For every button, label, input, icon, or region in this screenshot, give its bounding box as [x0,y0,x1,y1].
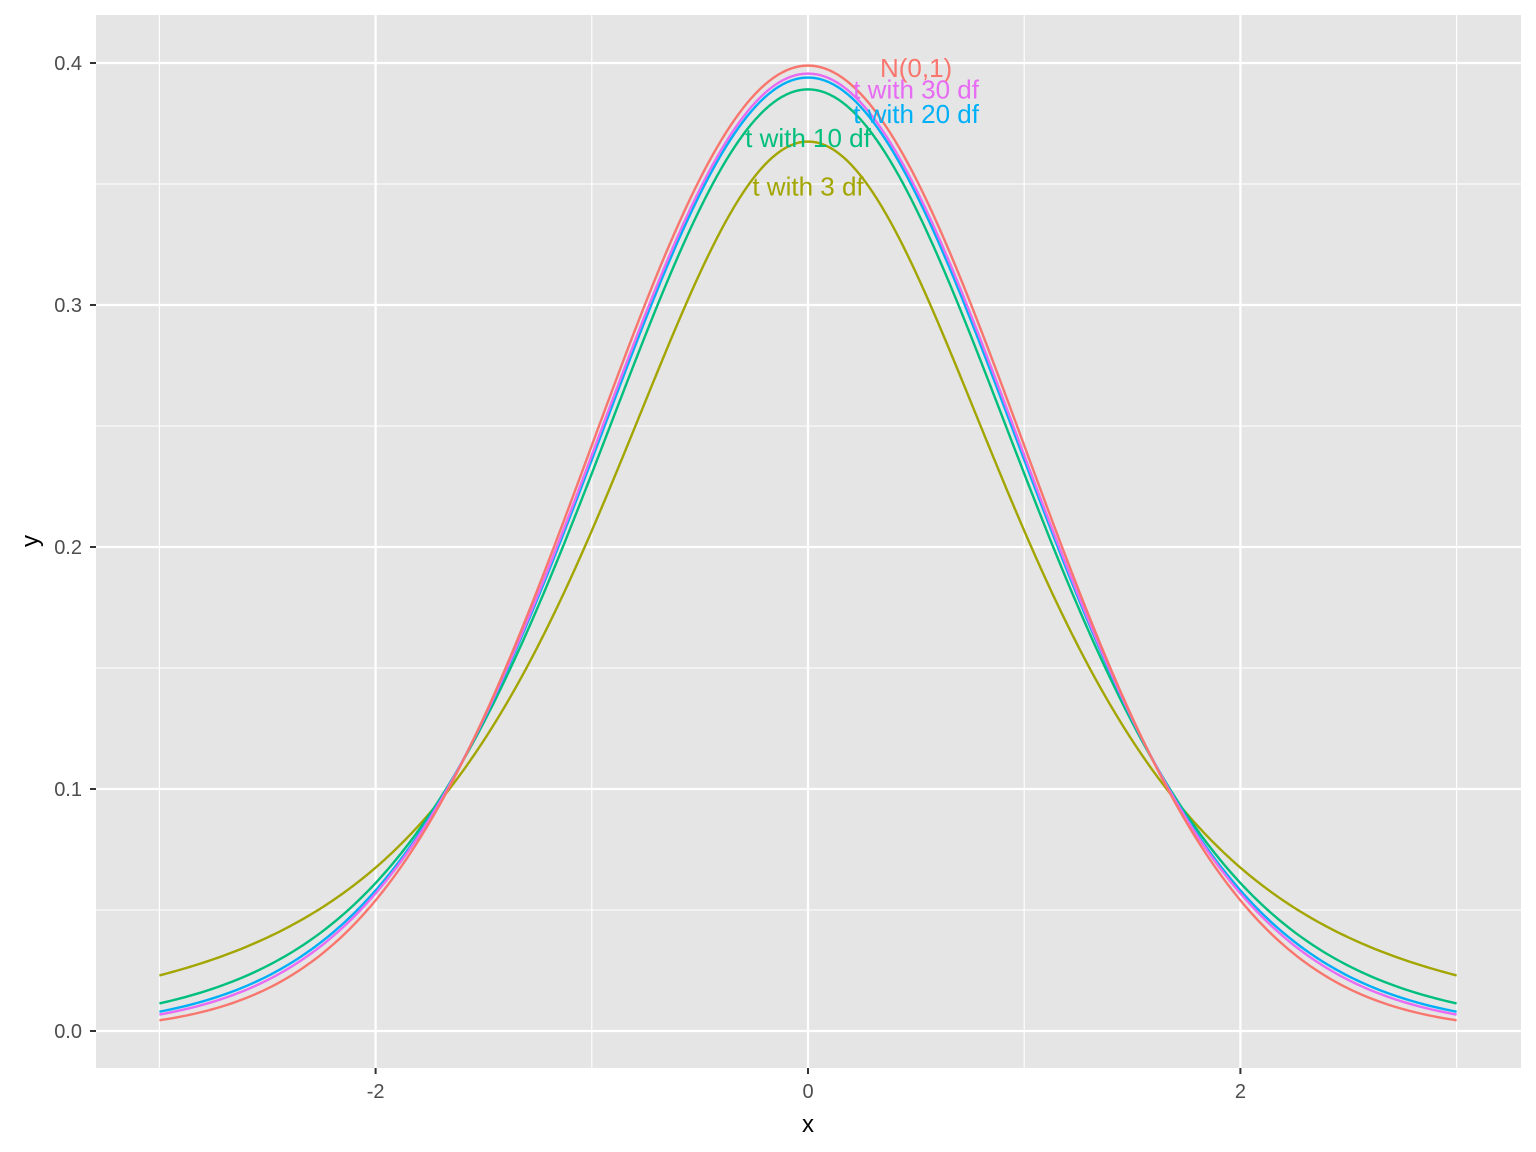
y-tick-label: 0.3 [54,295,82,317]
curve-t3 [159,140,1457,977]
y-axis-title: y [17,535,44,547]
curve-labels: N(0,1)t with 30 dft with 20 dft with 10 … [745,53,980,202]
x-tick-label: -2 [367,1081,385,1103]
x-tick-label: 0 [802,1081,813,1103]
x-axis-title: x [802,1111,814,1138]
x-axis-ticks: -2 0 2 [367,1068,1246,1103]
y-axis-ticks: 0.0 0.1 0.2 0.3 0.4 [54,53,96,1043]
curve-t10 [159,88,1457,1005]
label-t20: t with 20 df [853,99,980,129]
label-t30: t with 30 df [853,75,980,105]
curve-t20 [159,76,1457,1013]
curve-normal [159,64,1457,1022]
y-tick-label: 0.2 [54,537,82,559]
y-tick-label: 0.1 [54,779,82,801]
label-t3: t with 3 df [752,171,864,201]
x-tick-label: 2 [1235,1081,1246,1103]
label-t10: t with 10 df [745,123,872,153]
y-tick-label: 0.4 [54,53,82,75]
y-tick-label: 0.0 [54,1021,82,1043]
label-normal: N(0,1) [880,53,952,83]
curve-t30 [159,72,1457,1016]
density-curves [159,64,1457,1022]
